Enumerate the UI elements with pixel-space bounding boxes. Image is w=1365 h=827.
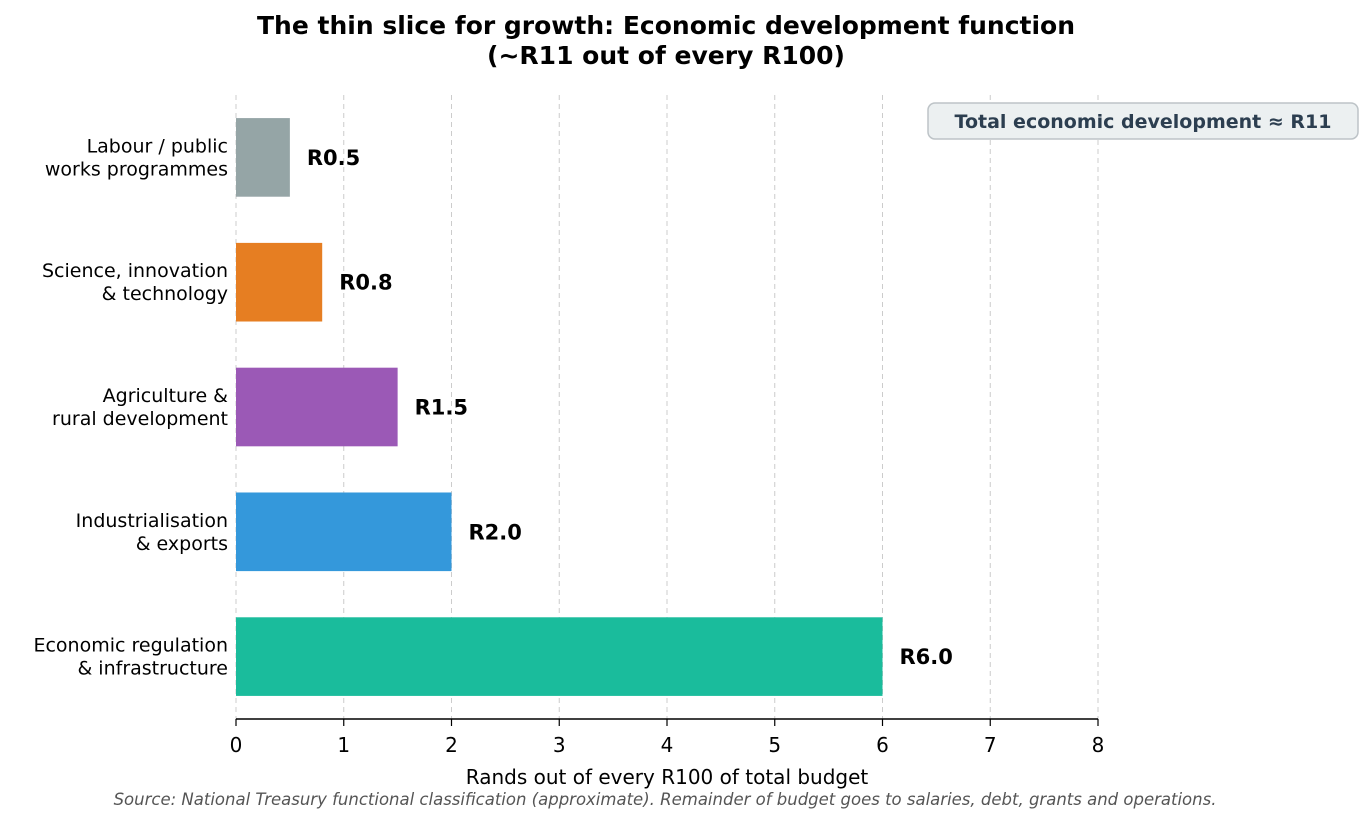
category-label-4-line-1: & infrastructure [77, 658, 228, 680]
x-tick-label-6: 6 [876, 733, 889, 757]
bar-value-label-4: R6.0 [900, 645, 953, 669]
bar-value-label-2: R1.5 [415, 396, 468, 420]
bar-2 [236, 367, 398, 447]
x-tick-label-8: 8 [1092, 733, 1105, 757]
x-tick-label-2: 2 [445, 733, 458, 757]
total-annotation: Total economic development ≈ R11 [927, 102, 1359, 140]
x-axis-label: Rands out of every R100 of total budget [466, 765, 869, 789]
category-label-0-line-0: Labour / public [87, 135, 228, 157]
bar-3 [236, 492, 452, 572]
category-label-1-line-0: Science, innovation [42, 260, 228, 282]
bar-value-label-1: R0.8 [339, 271, 392, 295]
x-tick-label-0: 0 [230, 733, 243, 757]
bar-value-label-0: R0.5 [307, 146, 360, 170]
bars-group [236, 118, 883, 696]
category-label-2-line-1: rural development [52, 408, 228, 430]
category-label-3-line-1: & exports [136, 533, 228, 555]
bar-labels-group: R0.5 R0.8 R1.5 R2.0 R6.0 [307, 146, 953, 669]
bar-1 [236, 242, 323, 322]
source-note: Source: National Treasury functional cla… [114, 790, 1217, 809]
chart-title: The thin slice for growth: Economic deve… [257, 11, 1075, 40]
annotation-box [927, 102, 1359, 140]
category-label-0-line-1: works programmes [45, 158, 228, 180]
x-tick-label-3: 3 [553, 733, 566, 757]
chart-subtitle: (~R11 out of every R100) [487, 41, 845, 70]
annotation-text: Total economic development ≈ R11 [955, 111, 1332, 133]
category-label-2-line-0: Agriculture & [103, 385, 229, 407]
bar-value-label-3: R2.0 [469, 520, 522, 544]
x-grid [235, 95, 1099, 719]
category-label-1-line-1: & technology [102, 283, 228, 305]
bar-4 [236, 617, 883, 696]
x-tick-label-4: 4 [661, 733, 674, 757]
x-tick-label-5: 5 [768, 733, 781, 757]
x-axis-ticks: 0 1 2 3 4 5 6 7 8 [230, 719, 1105, 757]
category-label-4-line-0: Economic regulation [33, 635, 228, 657]
bar-0 [236, 118, 290, 197]
x-tick-label-7: 7 [984, 733, 997, 757]
x-tick-label-1: 1 [337, 733, 350, 757]
category-label-3-line-0: Industrialisation [76, 510, 228, 532]
